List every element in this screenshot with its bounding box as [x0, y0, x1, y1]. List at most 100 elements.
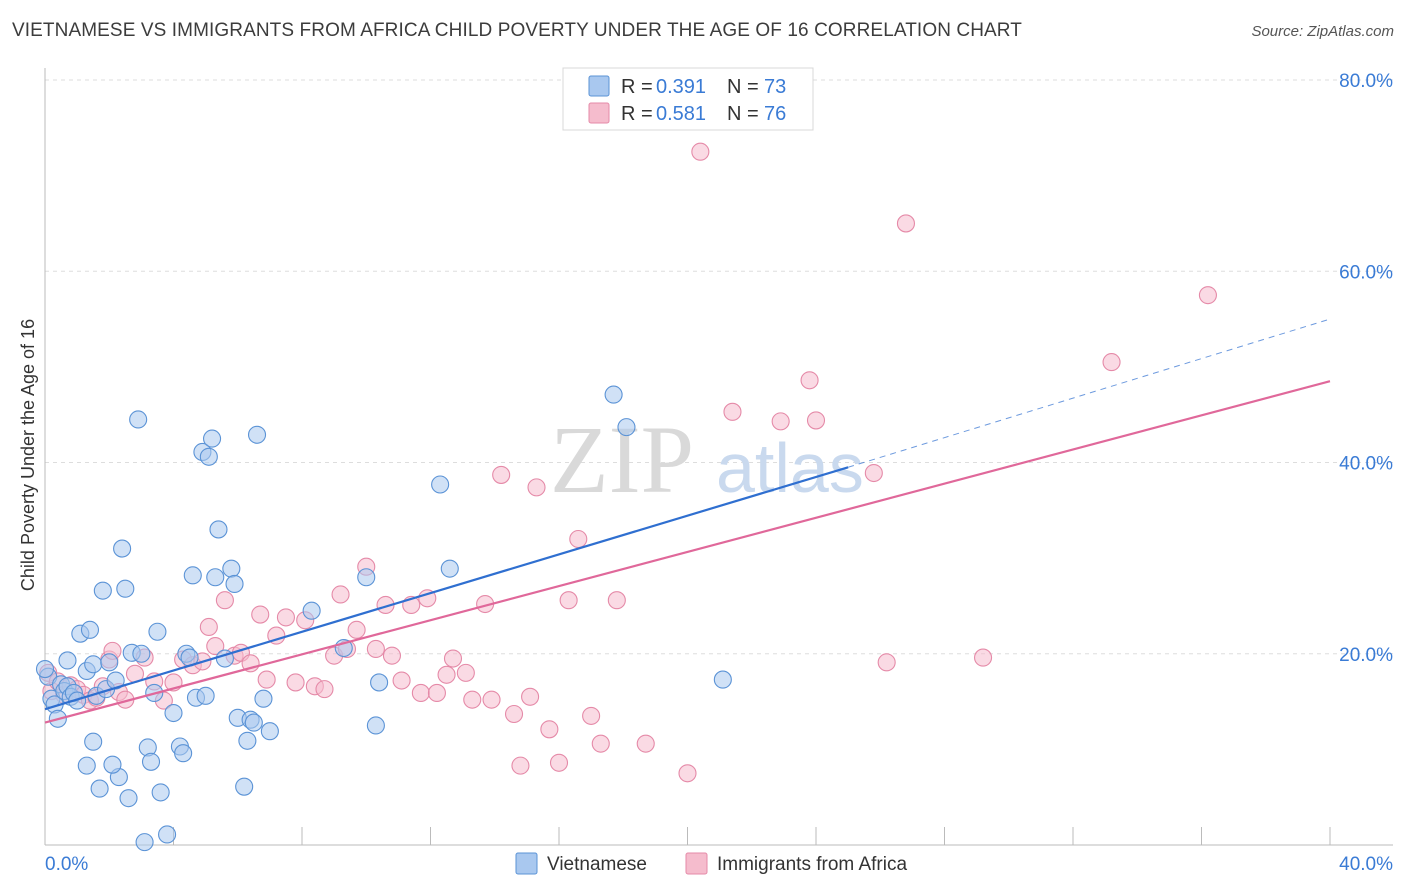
vietnamese-point [357, 568, 376, 587]
immigrants-from-africa-point [492, 465, 511, 484]
y-tick-label: 60.0% [1339, 262, 1393, 283]
immigrants-from-africa-point [864, 463, 883, 483]
vietnamese-point [196, 686, 215, 705]
immigrants-from-africa-point [206, 637, 225, 656]
immigrants-from-africa-point [366, 639, 385, 659]
immigrants-from-africa-point [691, 142, 710, 161]
series-immigrants-from-africa-points [39, 142, 1217, 783]
immigrants-from-africa-point [549, 753, 569, 772]
vietnamese-point [141, 752, 161, 771]
bottom-legend-label-immigrants-from-africa: Immigrants from Africa [717, 854, 907, 875]
vietnamese-point [119, 789, 138, 808]
legend-r-label-0: R = [621, 76, 653, 98]
legend-r-value-0: 0.391 [656, 76, 706, 98]
legend-swatch-blue [588, 75, 610, 97]
vietnamese-point [302, 601, 321, 620]
vietnamese-point [148, 622, 167, 641]
tick-labels: 20.0% 40.0% 60.0% 80.0% 0.0% 40.0% [45, 71, 1393, 875]
immigrants-from-africa-point [276, 608, 295, 627]
vietnamese-point [158, 825, 177, 844]
immigrants-from-africa-point [723, 402, 742, 421]
immigrants-from-africa-point [771, 412, 790, 431]
x-tick-label: 0.0% [45, 854, 88, 875]
vietnamese-point [84, 655, 103, 674]
vietnamese-point [151, 783, 170, 802]
axes [44, 68, 1393, 846]
vietnamese-point [617, 418, 636, 437]
immigrants-from-africa-point [251, 605, 270, 624]
vietnamese-point [100, 653, 119, 672]
vietnamese-point [713, 670, 732, 689]
y-tick-label: 80.0% [1339, 71, 1393, 92]
vietnamese-point [103, 755, 122, 774]
vietnamese-point [209, 520, 228, 539]
immigrants-from-africa-point [437, 665, 456, 684]
vietnamese-point [206, 568, 225, 587]
vietnamese-point [370, 673, 389, 692]
legend-n-value-0: 73 [764, 76, 786, 98]
immigrants-from-africa-point [443, 649, 463, 668]
source-label: Source: ZipAtlas.com [1251, 23, 1394, 40]
immigrants-from-africa-point [504, 704, 524, 724]
vietnamese-point [235, 777, 254, 796]
vietnamese-point [366, 716, 385, 735]
vietnamese-point [199, 447, 218, 466]
immigrants-from-africa-point [411, 683, 430, 703]
vietnamese-point [440, 559, 459, 578]
immigrants-from-africa-point [973, 648, 993, 667]
vietnamese-point [164, 703, 183, 723]
immigrants-from-africa-point [582, 706, 601, 725]
immigrants-from-africa-point [511, 756, 530, 775]
vietnamese-point [203, 429, 222, 448]
legend-swatch-pink [588, 102, 610, 124]
immigrants-from-africa-point [427, 683, 446, 703]
immigrants-from-africa-point [877, 653, 896, 672]
legend-box: R = 0.391 N = 73 R = 0.581 N = 76 [562, 67, 814, 131]
chart-title: VIETNAMESE VS IMMIGRANTS FROM AFRICA CHI… [12, 20, 1022, 41]
legend-r-value-1: 0.581 [656, 103, 706, 125]
legend-n-label-0: N = [727, 76, 759, 98]
immigrants-from-africa-point [463, 690, 482, 709]
immigrants-from-africa-point [527, 478, 546, 497]
y-tick-label: 40.0% [1339, 454, 1393, 475]
immigrants-from-africa-point [636, 734, 655, 753]
immigrants-from-africa-point [540, 720, 559, 739]
gridlines [45, 79, 1393, 655]
immigrants-from-africa-point [315, 680, 334, 699]
immigrants-from-africa-point [678, 764, 697, 783]
legend-n-label-1: N = [727, 103, 759, 125]
vietnamese-point [183, 566, 202, 585]
immigrants-from-africa-point [286, 673, 305, 692]
vietnamese-point [431, 475, 450, 494]
immigrants-from-africa-point [569, 529, 588, 549]
vietnamese-trend-line [44, 466, 849, 711]
immigrants-from-africa-point [521, 687, 540, 706]
vietnamese-point [222, 559, 241, 578]
vietnamese-point [247, 425, 267, 444]
vietnamese-point [80, 620, 100, 639]
y-tick-label: 20.0% [1339, 645, 1393, 666]
immigrants-from-africa-point [456, 663, 475, 682]
immigrants-from-africa-point [559, 591, 578, 610]
vietnamese-point [90, 779, 109, 798]
immigrants-from-africa-point [215, 591, 234, 610]
immigrants-from-africa-point [199, 617, 218, 637]
legend-n-value-1: 76 [764, 103, 786, 125]
series-vietnamese-points [35, 385, 732, 852]
vietnamese-point [260, 722, 279, 741]
vietnamese-point [174, 744, 193, 763]
watermark-atlas: atlas [716, 429, 864, 507]
immigrants-from-africa-point [257, 670, 276, 689]
vietnamese-point [135, 833, 154, 852]
vietnamese-point [113, 539, 132, 558]
immigrants-from-africa-point [482, 690, 501, 709]
vietnamese-point [604, 385, 623, 404]
immigrants-from-africa-point [382, 646, 402, 665]
immigrants-from-africa-trend-line [44, 380, 1331, 724]
vietnamese-point [93, 581, 112, 600]
immigrants-from-africa-point [1198, 286, 1217, 305]
bottom-legend-label-vietnamese: Vietnamese [547, 854, 647, 875]
immigrants-from-africa-point [607, 591, 626, 610]
immigrants-from-africa-point [591, 734, 610, 753]
